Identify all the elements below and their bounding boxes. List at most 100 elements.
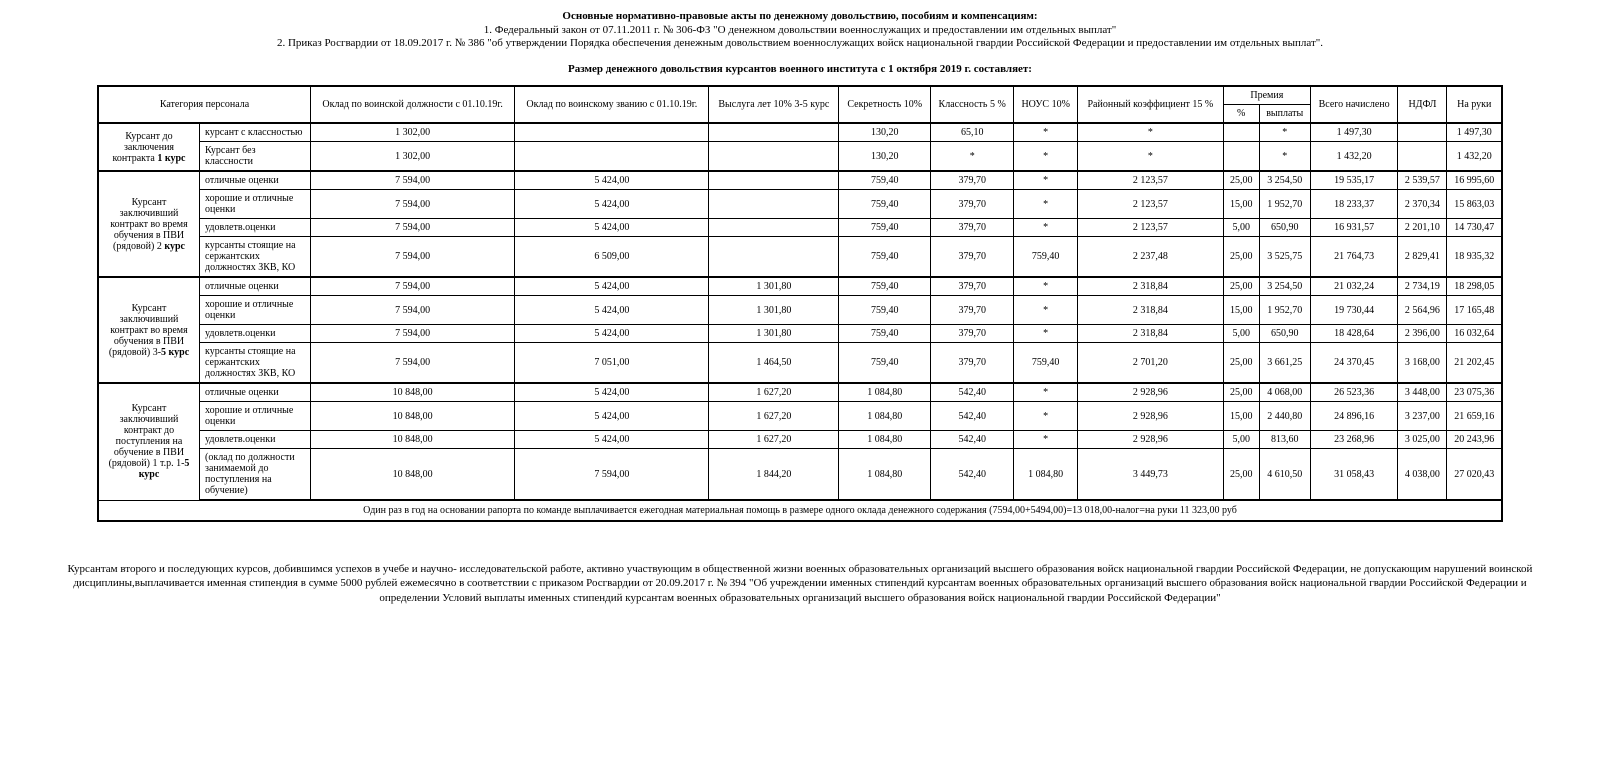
data-cell: 1 084,80 [839,431,930,449]
data-cell: 130,20 [839,123,930,142]
data-cell: 14 730,47 [1447,219,1502,237]
col-secrecy: Секретность 10% [839,86,930,123]
col-oklad-rank: Оклад по воинскому званию с 01.10.19г. [515,86,709,123]
data-cell: 10 848,00 [311,383,515,402]
data-cell: 23 075,36 [1447,383,1502,402]
data-cell: 3 237,00 [1398,402,1447,431]
data-cell: 7 594,00 [311,296,515,325]
data-cell [515,123,709,142]
data-cell: 542,40 [930,402,1014,431]
data-cell: 379,70 [930,325,1014,343]
row-sublabel: курсанты стоящие на сержантских должност… [200,343,311,384]
data-cell: 27 020,43 [1447,449,1502,501]
data-cell [709,171,839,190]
data-cell: 2 829,41 [1398,237,1447,278]
data-cell: 1 627,20 [709,402,839,431]
data-cell: 542,40 [930,449,1014,501]
data-cell: 16 931,57 [1310,219,1398,237]
data-cell [1398,123,1447,142]
data-cell: 5 424,00 [515,325,709,343]
data-cell: 18 935,32 [1447,237,1502,278]
data-cell: 19 730,44 [1310,296,1398,325]
data-cell: 2 734,19 [1398,277,1447,296]
table-footnote: Один раз в год на основании рапорта по к… [98,501,1502,521]
data-cell: 25,00 [1223,383,1259,402]
data-cell [1398,142,1447,172]
data-cell: 10 848,00 [311,449,515,501]
col-bonus-pct: % [1223,105,1259,124]
data-cell: * [1259,142,1310,172]
data-cell: 759,40 [839,171,930,190]
col-total: Всего начислено [1310,86,1398,123]
data-cell: 1 302,00 [311,142,515,172]
data-cell: * [1014,431,1077,449]
data-cell: 759,40 [839,277,930,296]
data-cell: * [1014,123,1077,142]
data-cell: 7 594,00 [311,325,515,343]
data-cell: 1 952,70 [1259,190,1310,219]
data-cell: 1 302,00 [311,123,515,142]
col-region: Районный коэффициент 15 % [1077,86,1223,123]
data-cell: 21 032,24 [1310,277,1398,296]
data-cell: 379,70 [930,171,1014,190]
data-cell [709,219,839,237]
data-cell: 2 318,84 [1077,296,1223,325]
data-cell: 25,00 [1223,449,1259,501]
group-label: Курсант заключивший контракт во время об… [98,277,200,383]
data-cell: 1 627,20 [709,431,839,449]
data-cell: 1 497,30 [1447,123,1502,142]
data-cell: 1 084,80 [839,449,930,501]
data-cell: 542,40 [930,431,1014,449]
data-cell: * [930,142,1014,172]
data-cell: 759,40 [839,190,930,219]
data-cell: 1 432,20 [1447,142,1502,172]
data-cell: 16 995,60 [1447,171,1502,190]
data-cell: 7 594,00 [515,449,709,501]
row-sublabel: курсант с классностью [200,123,311,142]
data-cell: 3 254,50 [1259,277,1310,296]
law-1: 1. Федеральный закон от 07.11.2011 г. № … [60,24,1540,36]
data-cell: 5 424,00 [515,383,709,402]
data-cell: 1 627,20 [709,383,839,402]
data-cell: * [1014,296,1077,325]
data-cell: 2 123,57 [1077,171,1223,190]
data-cell: 759,40 [1014,343,1077,384]
row-sublabel: (оклад по должности занимаемой до поступ… [200,449,311,501]
data-cell [515,142,709,172]
data-cell: 4 610,50 [1259,449,1310,501]
data-cell: 7 594,00 [311,237,515,278]
data-cell: 2 370,34 [1398,190,1447,219]
data-cell: 2 928,96 [1077,431,1223,449]
law-2: 2. Приказ Росгвардии от 18.09.2017 г. № … [60,37,1540,49]
data-cell: 5 424,00 [515,277,709,296]
page-title: Основные нормативно-правовые акты по ден… [60,10,1540,22]
data-cell: 2 396,00 [1398,325,1447,343]
data-cell: 759,40 [839,219,930,237]
data-cell: 1 084,80 [839,383,930,402]
row-sublabel: удовлетв.оценки [200,325,311,343]
data-cell: 650,90 [1259,219,1310,237]
data-cell: * [1014,190,1077,219]
data-cell: 3 254,50 [1259,171,1310,190]
data-cell: 2 928,96 [1077,383,1223,402]
data-cell: 379,70 [930,190,1014,219]
col-bonus: Премия [1223,86,1310,105]
data-cell: 20 243,96 [1447,431,1502,449]
data-cell: 2 539,57 [1398,171,1447,190]
data-cell: 650,90 [1259,325,1310,343]
data-cell: 2 123,57 [1077,190,1223,219]
col-category: Категория персонала [98,86,311,123]
data-cell: * [1014,383,1077,402]
data-cell: 15 863,03 [1447,190,1502,219]
data-cell: 2 564,96 [1398,296,1447,325]
row-sublabel: хорошие и отличные оценки [200,402,311,431]
data-cell: 25,00 [1223,343,1259,384]
data-cell: 2 237,48 [1077,237,1223,278]
row-sublabel: отличные оценки [200,171,311,190]
data-cell: 2 201,10 [1398,219,1447,237]
data-cell: 3 449,73 [1077,449,1223,501]
data-cell: 5 424,00 [515,219,709,237]
data-cell: 19 535,17 [1310,171,1398,190]
data-cell: 1 084,80 [1014,449,1077,501]
col-bonus-pay: выплаты [1259,105,1310,124]
